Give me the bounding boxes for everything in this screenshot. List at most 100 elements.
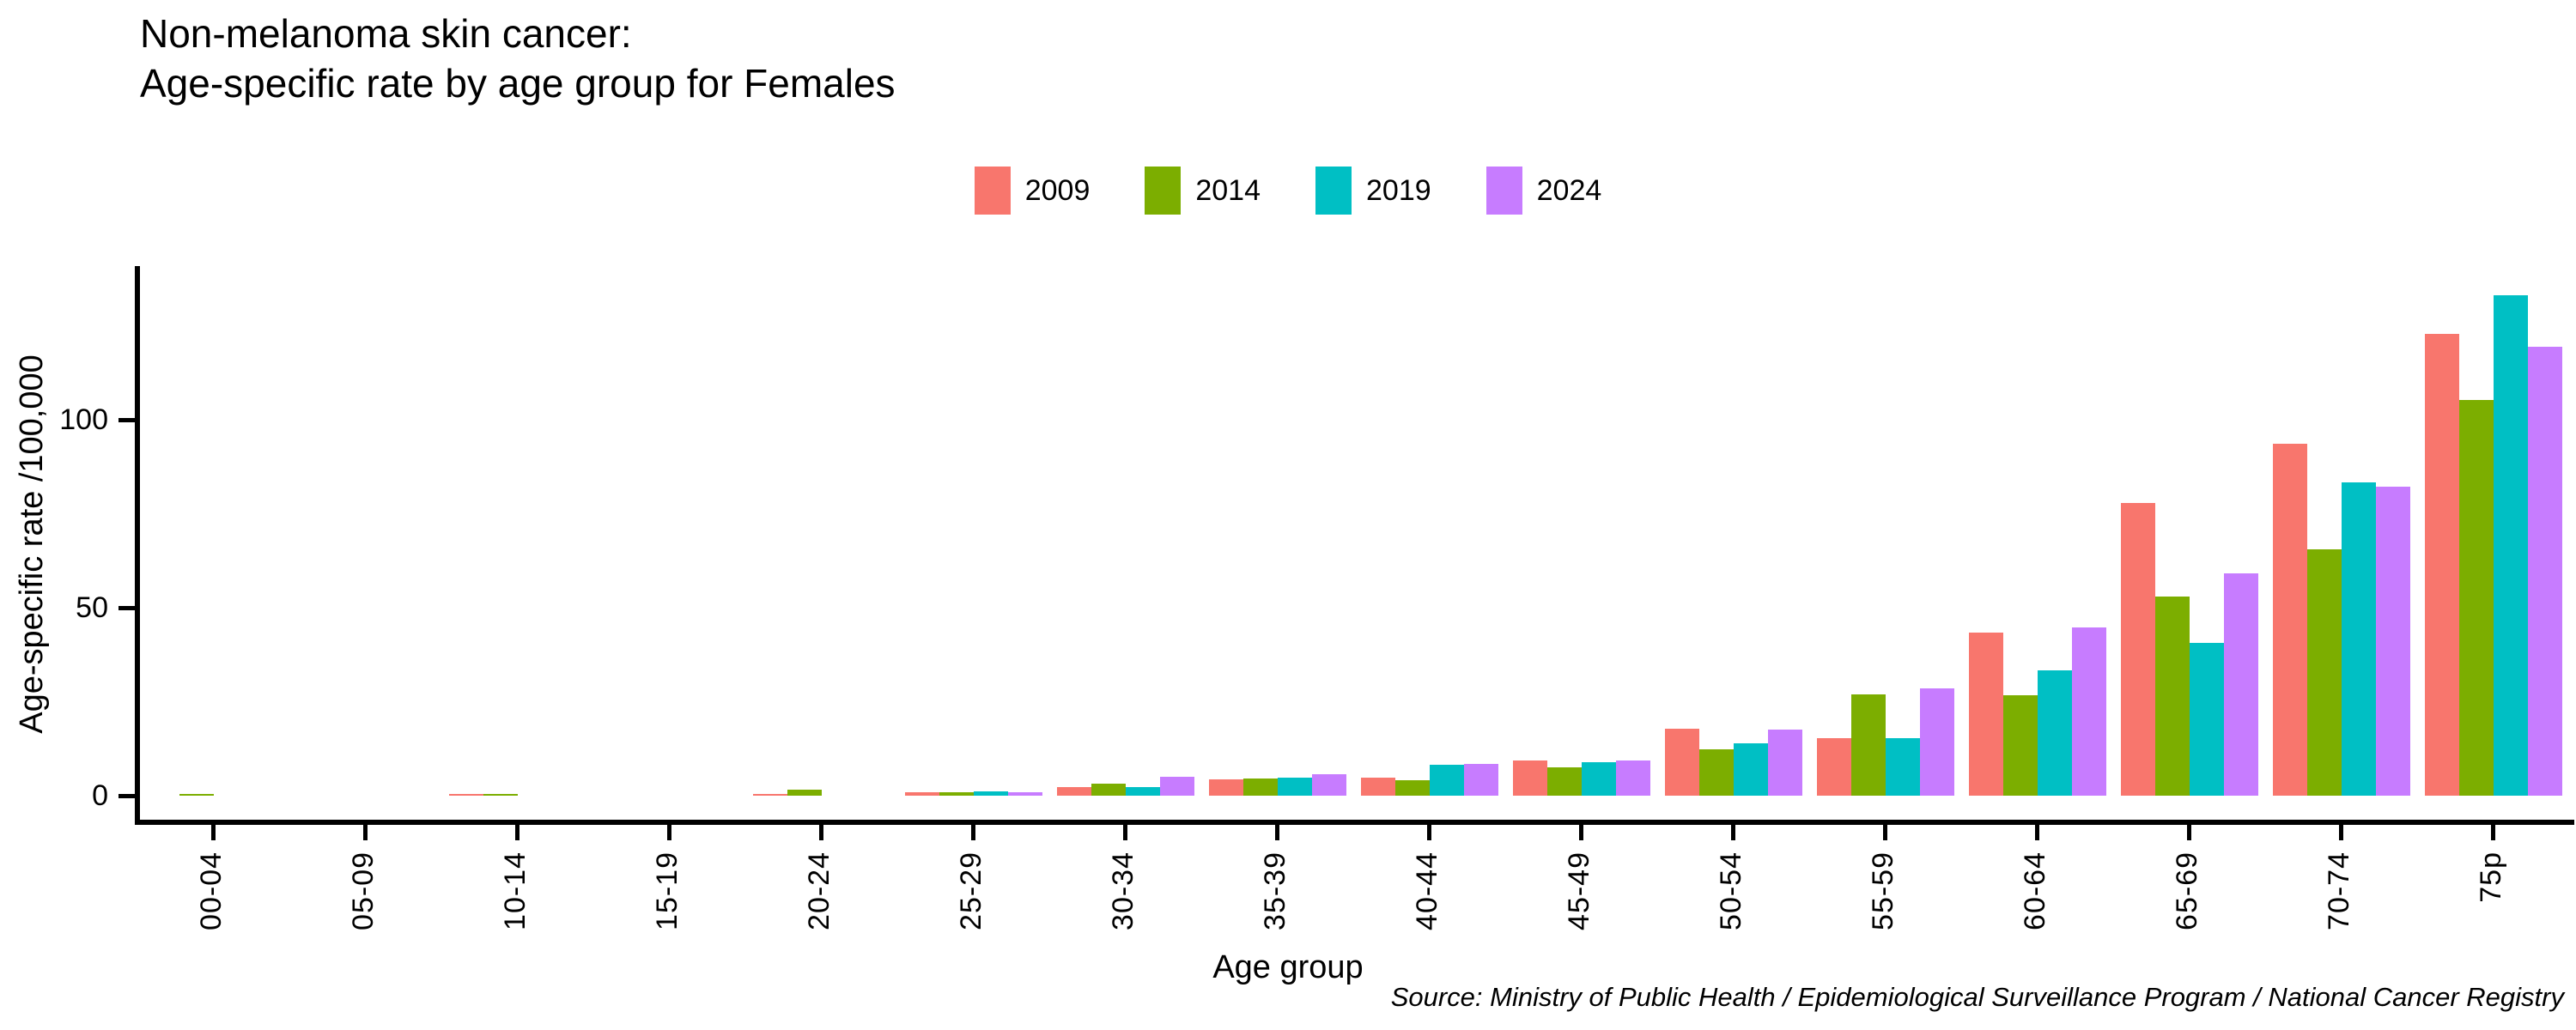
x-tick-label: 50-54 [1714, 851, 1747, 930]
bar-2024-25-29 [1008, 792, 1042, 796]
x-tick [2491, 825, 2495, 840]
bar-2014-55-59 [1851, 694, 1886, 796]
legend: 2009 2014 2019 2024 [0, 163, 2576, 218]
bar-2019-25-29 [974, 791, 1008, 796]
x-tick-label: 55-59 [1866, 851, 1899, 930]
bar-2019-60-64 [2038, 670, 2072, 796]
x-tick-label: 45-49 [1562, 851, 1595, 930]
x-tick [1883, 825, 1887, 840]
x-tick [2339, 825, 2343, 840]
x-tick-label: 20-24 [802, 851, 835, 930]
bar-2009-70-74 [2273, 444, 2307, 796]
x-tick [211, 825, 216, 840]
y-tick-label: 50 [76, 591, 108, 624]
bar-2019-30-34 [1126, 787, 1160, 796]
legend-label-2019: 2019 [1366, 173, 1431, 207]
bar-2024-60-64 [2072, 627, 2106, 796]
x-tick-label: 05-09 [346, 851, 380, 930]
bar-2014-45-49 [1547, 767, 1582, 796]
bar-2019-75p [2494, 295, 2528, 796]
source-caption: Source: Ministry of Public Health / Epid… [1390, 982, 2564, 1012]
bar-2024-50-54 [1768, 730, 1802, 796]
chart-title-line1: Non-melanoma skin cancer: [140, 11, 632, 56]
legend-label-2014: 2014 [1195, 173, 1261, 207]
x-tick [1731, 825, 1735, 840]
x-tick-label: 30-34 [1106, 851, 1139, 930]
x-tick [515, 825, 519, 840]
x-tick [819, 825, 823, 840]
bar-2014-65-69 [2155, 597, 2190, 796]
y-axis-title: Age-specific rate /100,000 [14, 354, 50, 734]
bar-2009-65-69 [2121, 503, 2155, 796]
x-tick-label: 65-69 [2170, 851, 2203, 930]
x-tick-label: 00-04 [194, 851, 228, 930]
bar-2019-40-44 [1430, 765, 1464, 796]
x-axis-title: Age group [1212, 949, 1364, 985]
chart-title-line2: Age-specific rate by age group for Femal… [140, 61, 896, 106]
bar-2014-40-44 [1395, 780, 1430, 796]
legend-label-2009: 2009 [1024, 173, 1091, 207]
y-tick [118, 417, 135, 422]
bar-2024-30-34 [1160, 777, 1194, 796]
bar-2014-20-24 [787, 790, 822, 796]
bar-2009-25-29 [905, 792, 939, 796]
bar-2009-75p [2425, 334, 2459, 796]
x-tick [1275, 825, 1279, 840]
legend-swatch-2009 [974, 167, 1011, 215]
x-tick [1579, 825, 1583, 840]
legend-swatch-2024 [1485, 167, 1522, 215]
x-tick [2187, 825, 2191, 840]
y-tick [118, 605, 135, 610]
bar-2014-35-39 [1243, 779, 1278, 796]
bar-2019-50-54 [1734, 743, 1768, 796]
bar-2024-55-59 [1920, 688, 1954, 796]
x-tick-label: 10-14 [498, 851, 532, 930]
bar-2009-20-24 [753, 794, 787, 796]
x-tick-label: 25-29 [954, 851, 987, 930]
bar-2009-55-59 [1817, 738, 1851, 796]
bar-2009-40-44 [1361, 778, 1395, 796]
bar-2009-35-39 [1209, 779, 1243, 796]
bar-2024-35-39 [1312, 774, 1346, 796]
y-tick-label: 100 [59, 403, 108, 436]
bar-2009-60-64 [1969, 633, 2003, 796]
legend-item-2014: 2014 [1145, 167, 1261, 215]
bar-2014-25-29 [939, 792, 974, 796]
bar-2024-75p [2528, 347, 2562, 796]
bar-2014-75p [2459, 400, 2494, 796]
y-tick [118, 793, 135, 798]
bar-2019-70-74 [2342, 482, 2376, 796]
y-axis-line [135, 266, 140, 825]
x-tick-label: 40-44 [1410, 851, 1443, 930]
legend-item-2009: 2009 [974, 167, 1091, 215]
bar-2009-30-34 [1057, 787, 1091, 796]
bar-2014-30-34 [1091, 784, 1126, 796]
x-tick [1123, 825, 1127, 840]
x-axis-line [135, 820, 2574, 825]
y-tick-label: 0 [92, 779, 108, 812]
legend-item-2024: 2024 [1485, 167, 1602, 215]
legend-swatch-2014 [1145, 167, 1182, 215]
bar-2014-70-74 [2307, 549, 2342, 796]
bar-2024-70-74 [2376, 487, 2410, 796]
x-tick [2035, 825, 2039, 840]
bar-2019-35-39 [1278, 778, 1312, 796]
chart-title: Non-melanoma skin cancer: Age-specific r… [140, 9, 896, 108]
bar-2009-45-49 [1513, 760, 1547, 796]
legend-label-2024: 2024 [1536, 173, 1602, 207]
bar-2014-50-54 [1699, 749, 1734, 796]
bar-2024-45-49 [1616, 760, 1650, 796]
bar-2019-55-59 [1886, 738, 1920, 796]
x-tick-label: 35-39 [1258, 851, 1291, 930]
x-tick [971, 825, 975, 840]
bar-2019-65-69 [2190, 643, 2224, 796]
bar-2009-10-14 [449, 794, 483, 796]
bar-2024-40-44 [1464, 764, 1498, 796]
bar-2019-45-49 [1582, 762, 1616, 796]
bar-2014-10-14 [483, 794, 518, 796]
x-tick-label: 75p [2474, 851, 2507, 903]
legend-item-2019: 2019 [1315, 167, 1431, 215]
bar-2024-65-69 [2224, 573, 2258, 796]
legend-swatch-2019 [1315, 167, 1352, 215]
